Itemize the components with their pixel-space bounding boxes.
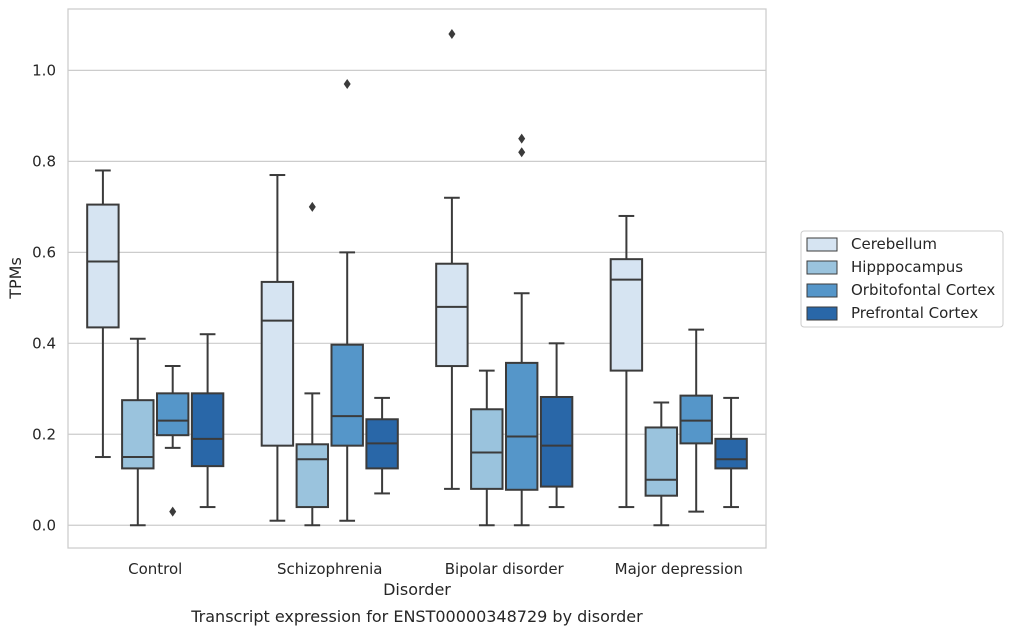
legend-label: Cerebellum	[851, 235, 937, 253]
box-iqr	[295, 443, 330, 509]
y-tick-label: 0.2	[32, 425, 56, 443]
box-3-0	[190, 333, 225, 509]
outlier-point	[448, 29, 456, 40]
legend-swatch	[806, 237, 838, 252]
box-iqr	[190, 392, 225, 468]
legend: Cerebellum Hipppocampus Orbitofontal Corte…	[800, 230, 1004, 328]
y-tick-label: 0.8	[32, 152, 56, 170]
box-0-2	[435, 29, 469, 490]
box-iqr	[714, 437, 748, 470]
box-3-3	[714, 396, 748, 509]
legend-swatch	[806, 306, 838, 321]
box-iqr	[86, 203, 120, 329]
box-0-1	[260, 174, 295, 522]
box-1-3	[644, 401, 679, 527]
legend-label: Prefrontal Cortex	[851, 304, 978, 322]
box-2-3	[679, 328, 713, 513]
outlier-point	[343, 79, 351, 90]
box-1-2	[470, 369, 504, 527]
box-3-2	[539, 342, 574, 509]
outlier-point	[518, 133, 526, 144]
legend-label: Hipppocampus	[851, 258, 963, 276]
y-tick-label: 0.0	[32, 516, 56, 534]
legend-swatch	[806, 283, 838, 298]
chart-caption: Transcript expression for ENST0000034872…	[190, 607, 643, 626]
box-0-3	[609, 214, 644, 509]
box-0-0	[86, 169, 120, 459]
box-iqr	[539, 395, 574, 488]
x-tick-label: Bipolar disorder	[445, 560, 565, 578]
box-iqr	[155, 392, 190, 437]
outlier-point	[518, 147, 526, 158]
box-iqr	[679, 394, 713, 445]
legend-swatch	[806, 260, 838, 275]
box-1-0	[121, 337, 155, 527]
plot-frame	[67, 8, 767, 549]
box-2-1	[330, 79, 364, 522]
y-tick-label: 0.6	[32, 243, 56, 261]
y-axis-label: TPMs	[6, 257, 25, 300]
axis-layer: 0.0 0.2 0.4 0.6 0.8 1.0 Control Schizophrenia Bi…	[32, 61, 743, 578]
y-tick-label: 0.4	[32, 334, 56, 352]
y-tick-label: 1.0	[32, 61, 56, 79]
x-axis-label: Disorder	[383, 580, 451, 599]
box-iqr	[330, 343, 364, 447]
box-iqr	[435, 262, 469, 368]
x-tick-label: Schizophrenia	[277, 560, 382, 578]
outlier-point	[169, 506, 177, 517]
legend-label: Orbitofontal Cortex	[851, 281, 995, 299]
box-iqr	[121, 399, 155, 470]
box-1-1	[295, 201, 330, 527]
box-2-2	[504, 133, 539, 527]
box-2-0	[155, 365, 190, 517]
outlier-point	[308, 201, 316, 212]
box-3-1	[365, 396, 399, 495]
legend-items: Cerebellum Hipppocampus Orbitofontal Corte…	[806, 235, 995, 322]
legend-frame	[800, 230, 1004, 328]
x-tick-label: Major depression	[615, 560, 743, 578]
x-tick-label: Control	[128, 560, 182, 578]
box-iqr	[609, 258, 644, 372]
box-iqr	[470, 408, 504, 490]
box-iqr	[260, 280, 295, 447]
box-iqr	[644, 426, 679, 497]
box-layer	[86, 29, 748, 527]
box-iqr	[504, 361, 539, 491]
